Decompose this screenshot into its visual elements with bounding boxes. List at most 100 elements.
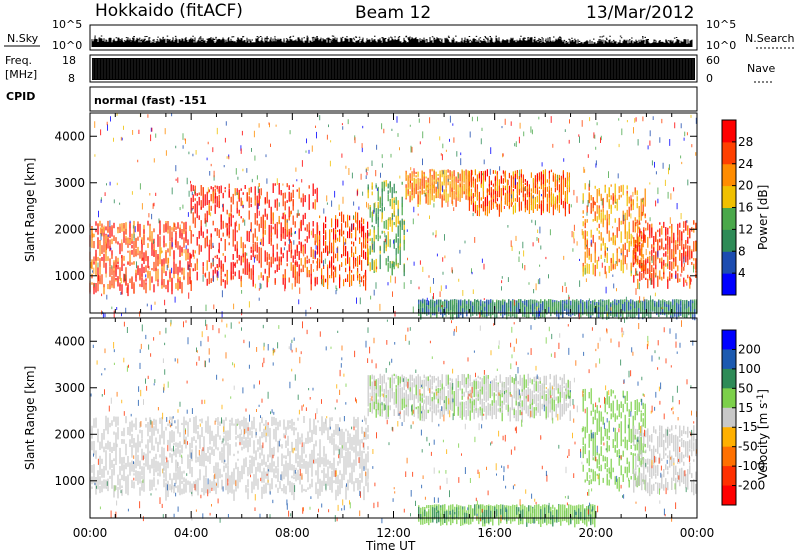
power-ytick-label: 4000 [54, 129, 85, 143]
velocity-scatter [97, 320, 695, 522]
velocity-colorbar-swatch [722, 466, 736, 487]
power-scatter [98, 116, 692, 320]
velocity-scatter [96, 322, 698, 519]
velocity-colorbar-label-main: Velocity [m s [756, 403, 770, 480]
noise-left-tick-top: 10^5 [52, 18, 82, 31]
time-axis-label: Time UT [365, 539, 416, 553]
power-colorbar-swatch [722, 207, 736, 230]
velocity-colorbar-label-end: ] [756, 389, 770, 394]
beam-title: Beam 12 [355, 3, 431, 23]
power-colorbar-tick-label: 28 [738, 135, 753, 149]
power-scatter [98, 116, 685, 318]
power-colorbar-swatch [722, 163, 736, 187]
noise-left-tick-bottom: 10^0 [52, 39, 82, 52]
time-tick-label: 12:00 [376, 526, 411, 540]
velocity-colorbar-swatch [722, 407, 736, 428]
power-colorbar-tick-label: 4 [738, 266, 746, 280]
freq-data-band [92, 58, 695, 80]
power-ytick-label: 2000 [54, 222, 85, 236]
power-colorbar-swatch [722, 273, 736, 296]
velocity-panel: 1000 2000 3000 4000 Slant Range [km] 200 100… [23, 317, 770, 528]
velocity-colorbar-tick-label: 50 [738, 381, 753, 395]
velocity-colorbar-tick-label: -200 [738, 479, 765, 493]
nave-label: Nave [747, 62, 775, 75]
noise-right-tick-bottom: 10^0 [706, 39, 736, 52]
velocity-ytick-label: 1000 [54, 474, 85, 488]
velocity-colorbar-tick-label: -50 [738, 440, 758, 454]
nave-tick-bottom: 0 [706, 72, 713, 85]
velocity-colorbar-swatch [722, 485, 736, 506]
velocity-ytick-label: 3000 [54, 381, 85, 395]
power-ytick-label: 1000 [54, 269, 85, 283]
power-colorbar-tick-label: 12 [738, 222, 753, 236]
noise-data [91, 35, 693, 47]
velocity-ytick-label: 2000 [54, 427, 85, 441]
station-title: Hokkaido (fitACF) [95, 1, 243, 21]
power-ytick-label: 3000 [54, 176, 85, 190]
velocity-colorbar-tick-label: 100 [738, 362, 761, 376]
freq-stripe-lines [92, 59, 694, 79]
time-tick-label: 08:00 [275, 526, 310, 540]
velocity-colorbar-swatch [722, 368, 736, 389]
noise-right-tick-top: 10^5 [706, 18, 736, 31]
velocity-scatter [89, 325, 676, 510]
time-tick-label: 20:00 [579, 526, 614, 540]
power-colorbar-tick-label: 16 [738, 201, 753, 215]
noise-left-label: N.Sky [7, 32, 39, 45]
power-panel: 1000 2000 3000 4000 Slant Range [km] 4 8 12 16… [23, 112, 770, 321]
power-colorbar-tick-label: 20 [738, 179, 753, 193]
cpid-label: CPID [6, 90, 35, 103]
power-axes: 1000 2000 3000 4000 [54, 113, 698, 313]
velocity-colorbar-tick-label: 200 [738, 342, 761, 356]
power-colorbar-swatch [722, 185, 736, 208]
velocity-colorbar-tick-label: -100 [738, 459, 765, 473]
velocity-colorbar-label: Velocity [m s-1] [756, 389, 770, 480]
noise-search-dots [94, 35, 678, 45]
velocity-ylabel: Slant Range [km] [23, 366, 37, 470]
power-colorbar-swatch [722, 229, 736, 252]
freq-tick-bottom: 8 [68, 72, 75, 85]
velocity-colorbar-swatch [722, 446, 736, 467]
velocity-plot-frame [89, 317, 698, 519]
power-colorbar: 4 8 12 16 20 24 28 [721, 119, 753, 296]
freq-panel-frame [89, 54, 698, 83]
date-title: 13/Mar/2012 [586, 3, 694, 23]
power-colorbar-swatch [722, 141, 736, 165]
velocity-colorbar-tick-label: 15 [738, 401, 753, 415]
time-tick-label: 16:00 [477, 526, 512, 540]
time-tick-label: 04:00 [174, 526, 209, 540]
time-tick-label: 00:00 [680, 526, 715, 540]
velocity-axes: 1000 2000 3000 4000 [54, 318, 698, 518]
power-scatter [93, 116, 694, 317]
freq-tick-top: 18 [62, 54, 76, 67]
noise-right-label: N.Search [745, 32, 795, 45]
freq-stripes [92, 59, 694, 79]
cpid-panel: CPID normal (fast) -151 [6, 86, 698, 112]
freq-label-2: [MHz] [5, 68, 37, 81]
velocity-ytick-label: 4000 [54, 334, 85, 348]
velocity-scatter [105, 325, 661, 521]
freq-label-1: Freq. [5, 54, 32, 67]
velocity-scatter [104, 319, 698, 522]
nave-tick-top: 60 [706, 54, 720, 67]
power-data [89, 113, 698, 321]
cpid-panel-frame [89, 86, 698, 112]
power-colorbar-label: Power [dB] [756, 185, 770, 250]
velocity-scatter [96, 318, 693, 523]
time-tick-label: 00:00 [73, 526, 108, 540]
velocity-colorbar-swatch [722, 330, 736, 350]
power-colorbar-swatch [722, 120, 736, 143]
velocity-colorbar-frame [721, 329, 737, 506]
noise-panel-frame [89, 24, 698, 51]
power-colorbar-tick-label: 8 [738, 244, 746, 258]
power-ylabel: Slant Range [km] [23, 158, 37, 262]
power-colorbar-swatch [722, 251, 736, 274]
velocity-scatter [90, 325, 694, 524]
velocity-colorbar: 200 100 50 15 -15 -50 -100 -200 [721, 329, 765, 506]
velocity-colorbar-swatch [722, 388, 736, 409]
power-plot-frame [89, 112, 698, 314]
power-scatter [101, 114, 693, 317]
cpid-value: normal (fast) -151 [94, 94, 207, 107]
velocity-data [89, 318, 698, 528]
